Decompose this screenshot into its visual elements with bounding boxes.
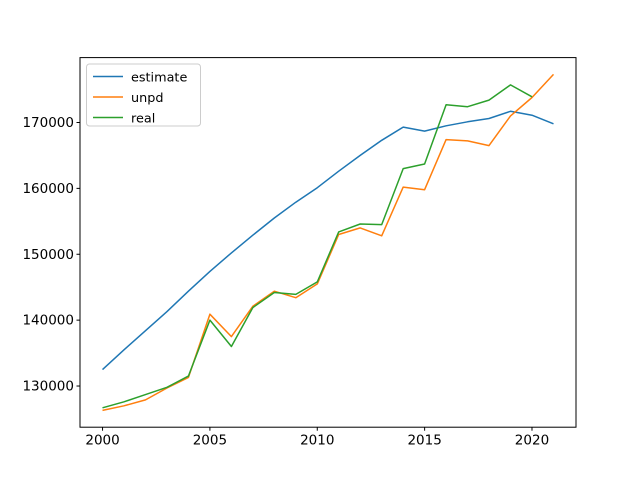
y-axis-tick-label: 160000 <box>22 181 74 197</box>
x-axis-tick-label: 2010 <box>300 433 334 449</box>
legend-label-estimate: estimate <box>131 70 187 85</box>
legend <box>86 63 201 127</box>
y-axis-tick-label: 140000 <box>22 313 74 329</box>
series-line-estimate <box>101 110 554 371</box>
series-line-unpd <box>102 73 555 412</box>
y-axis-tick-label: 150000 <box>22 247 74 263</box>
x-axis-tick-label: 2020 <box>515 433 549 449</box>
legend-label-unpd: unpd <box>131 91 163 106</box>
x-axis-tick-label: 2000 <box>85 433 119 449</box>
y-axis-tick-label: 130000 <box>22 379 74 395</box>
x-axis-tick-label: 2005 <box>193 433 227 449</box>
legend-label-real: real <box>131 111 155 126</box>
series-line-real <box>102 84 533 409</box>
x-axis-tick-label: 2015 <box>407 433 441 449</box>
y-axis-tick-label: 170000 <box>22 115 74 131</box>
